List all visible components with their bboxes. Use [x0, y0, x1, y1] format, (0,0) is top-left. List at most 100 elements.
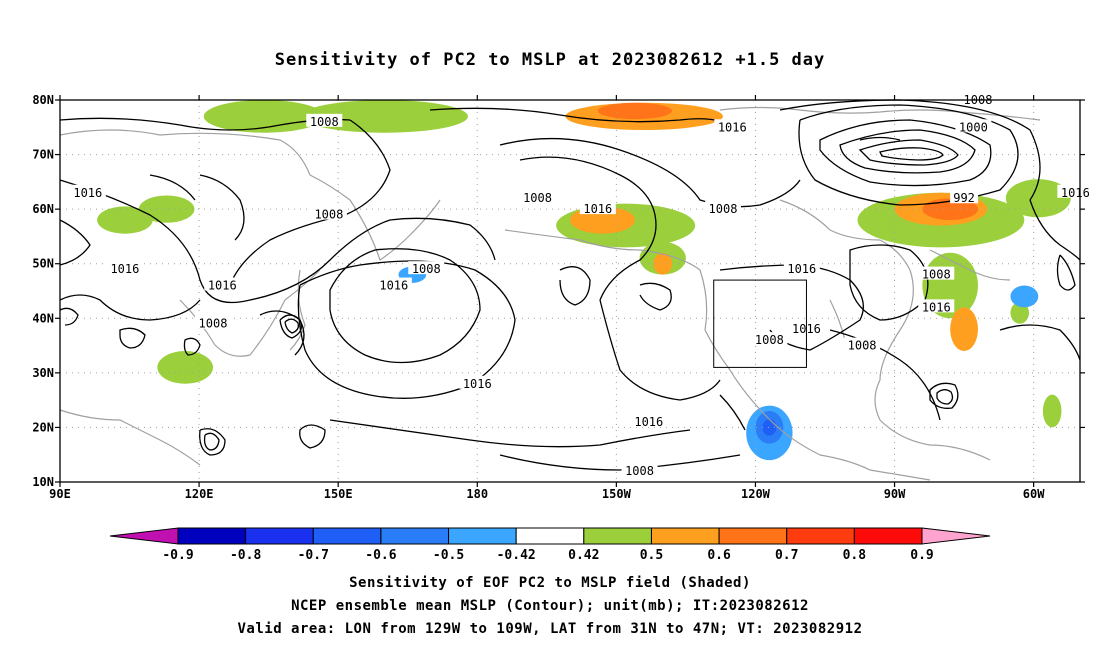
contour-label-bg: [630, 413, 667, 427]
contour-label: 1008: [199, 317, 228, 331]
contour-label: 1016: [583, 202, 612, 216]
valid-area-rect: [713, 279, 807, 368]
lat-tick-label: 30N: [32, 366, 54, 380]
contour-label-bg: [375, 277, 412, 291]
contour-label: 1016: [463, 377, 492, 391]
isobar-line: [119, 327, 146, 349]
isobar-line: [329, 419, 691, 448]
colorbar-swatch: [718, 527, 788, 545]
lon-tick-label: 90E: [49, 487, 71, 501]
isobar-line: [1056, 254, 1076, 291]
map-frame: [59, 99, 1081, 483]
contour-label-bg: [751, 332, 788, 346]
lat-tick-label: 70N: [32, 148, 54, 162]
isobar-line: [59, 294, 201, 321]
isobar-line: [59, 179, 496, 304]
colorbar-label: -0.9: [162, 548, 193, 563]
contour-label-bg: [918, 299, 955, 313]
shaded-region: [138, 195, 195, 223]
isobar-line: [639, 282, 672, 311]
contour-label-bg: [705, 201, 741, 215]
shaded-region: [203, 100, 325, 133]
contour-label-bg: [960, 92, 996, 105]
contour-label: 1008: [314, 208, 343, 222]
contour-label-bg: [783, 261, 820, 275]
shaded-region: [950, 307, 978, 352]
contour-label-bg: [195, 315, 231, 329]
contour-label-bg: [459, 375, 496, 389]
mslp-contours: [59, 99, 1081, 471]
contour-label: 1008: [709, 202, 738, 216]
lon-tick-label: 90W: [884, 487, 906, 501]
contour-label: 1016: [634, 415, 663, 429]
colorbar-swatch: [583, 527, 652, 545]
isobar-line: [429, 107, 741, 131]
colorbar-label: -0.6: [365, 548, 396, 563]
colorbar-label: 0.6: [707, 548, 731, 563]
shaded-region: [1005, 179, 1071, 218]
contour-label-bg: [950, 190, 979, 204]
isobar-line: [719, 394, 746, 431]
contour-label-bg: [955, 119, 992, 133]
isobar-line: [149, 174, 196, 201]
coastline: [59, 129, 351, 201]
isobar-line: [297, 260, 516, 399]
contour-label: 1016: [922, 300, 951, 314]
isobar-line: [59, 307, 79, 326]
lat-tick-label: 10N: [32, 475, 54, 489]
coastline: [719, 106, 1041, 121]
shaded-region: [1010, 301, 1029, 324]
isobar-line: [779, 99, 1041, 201]
coastline: [929, 249, 1011, 281]
contour-label-bg: [306, 113, 343, 127]
colorbar-swatch: [177, 527, 247, 545]
isobar-line: [599, 299, 721, 401]
contour-label: 1016: [379, 279, 408, 293]
contour-label: 992: [953, 191, 975, 205]
colorbar: -0.9 -0.8 -0.7 -0.6 -0.5 -0.42 0.42 0.5 0.6 0.7 0.…: [109, 527, 991, 563]
colorbar-label: -0.7: [298, 548, 329, 563]
contour-label: 1016: [208, 279, 237, 293]
contour-label: 1016: [110, 262, 139, 276]
isobar-line: [858, 139, 959, 166]
colorbar-label: 0.5: [640, 548, 663, 563]
colorbar-swatch: [448, 527, 517, 545]
contour-label-bg: [408, 261, 445, 275]
lat-tick-label: 80N: [32, 93, 54, 107]
lon-tick-label: 120W: [741, 487, 771, 501]
lon-tick-label: 150E: [324, 487, 353, 501]
shaded-region: [97, 206, 153, 234]
isobar-line: [229, 119, 391, 286]
isobar-line: [299, 424, 326, 449]
lon-tick-label: 150W: [602, 487, 632, 501]
isobar-line: [819, 119, 992, 187]
contour-label: 1016: [787, 262, 816, 276]
colorbar-label: 0.9: [910, 548, 933, 563]
colorbar-swatch: [380, 527, 450, 545]
isobar-line: [183, 337, 201, 356]
coastline: [699, 269, 821, 456]
isobar-line: [499, 137, 801, 208]
colorbar-label: 0.8: [843, 548, 867, 563]
contour-label-bg: [714, 119, 751, 133]
lat-tick-label: 50N: [32, 257, 54, 271]
isobar-line: [284, 318, 300, 334]
colorbar-label: 0.7: [775, 548, 798, 563]
sensitivity-shading: [97, 100, 1071, 461]
valid-area-box: [713, 279, 807, 368]
contour-label-bg: [844, 337, 881, 351]
coastline: [779, 199, 914, 421]
contour-label-bg: [519, 190, 556, 204]
contour-label-bg: [69, 184, 106, 198]
colorbar-label: 0.42: [568, 548, 599, 563]
colorbar-label: -0.5: [433, 548, 464, 563]
lat-tick-label: 60N: [32, 202, 54, 216]
isobar-line: [203, 432, 220, 451]
colorbar-swatch: [650, 527, 720, 545]
isobar-line: [839, 129, 976, 174]
shaded-region: [157, 351, 214, 384]
coastline: [289, 269, 306, 351]
contour-label: 1008: [755, 333, 784, 347]
contour-label-bg: [310, 206, 347, 220]
contour-label: 1008: [310, 115, 339, 129]
